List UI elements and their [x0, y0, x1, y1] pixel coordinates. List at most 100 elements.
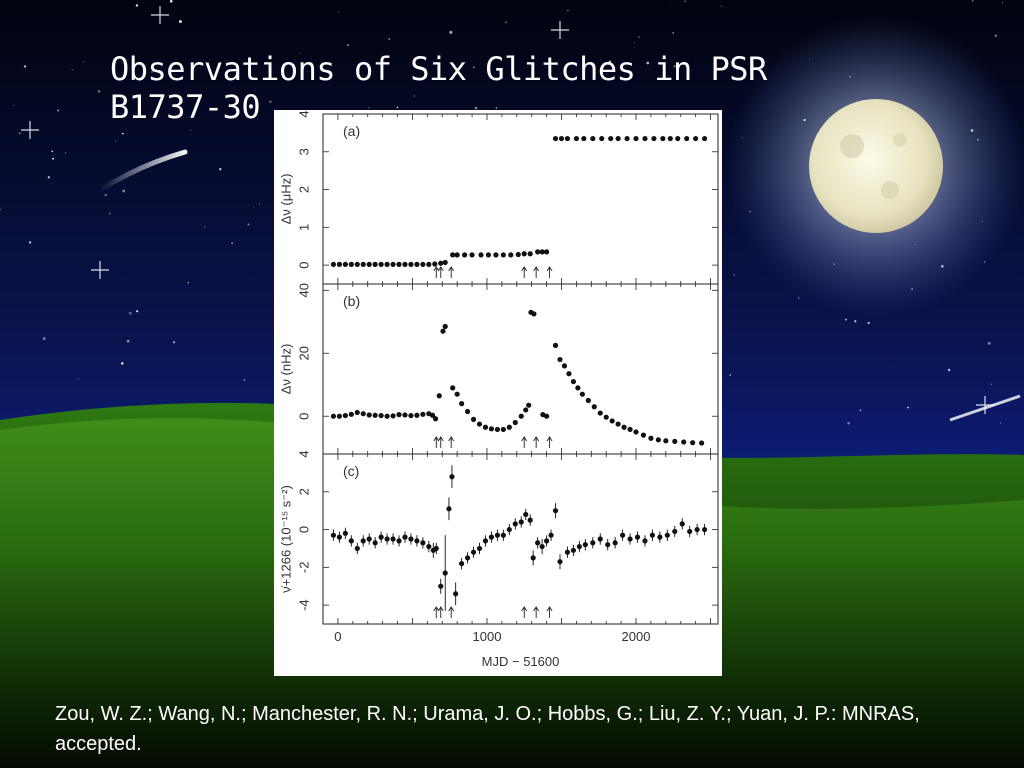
x-tick-label: 1000 [473, 629, 502, 644]
data-point [420, 540, 425, 545]
data-point [507, 425, 512, 430]
star [948, 369, 950, 371]
data-point [414, 538, 419, 543]
data-point [681, 439, 686, 444]
data-point [455, 252, 460, 257]
data-point [695, 527, 700, 532]
data-point [361, 538, 366, 543]
star [721, 6, 722, 7]
y-tick-label: 1 [297, 224, 312, 231]
data-point [471, 417, 476, 422]
data-point [414, 262, 419, 267]
y-tick-label: 0 [297, 261, 312, 268]
star [136, 310, 138, 312]
data-point [483, 425, 488, 430]
data-point [432, 261, 437, 266]
star [247, 223, 249, 225]
data-point [355, 546, 360, 551]
data-point [577, 544, 582, 549]
data-point [516, 252, 521, 257]
data-point [650, 533, 655, 538]
data-point [544, 249, 549, 254]
data-point [390, 262, 395, 267]
star [638, 36, 640, 38]
data-point [624, 136, 629, 141]
data-point [495, 533, 500, 538]
data-point [548, 533, 553, 538]
star [988, 342, 991, 345]
data-point [528, 251, 533, 256]
data-point [337, 262, 342, 267]
data-point [528, 518, 533, 523]
data-point [446, 506, 451, 511]
data-point [702, 136, 707, 141]
data-point [566, 371, 571, 376]
data-point [489, 426, 494, 431]
data-point [635, 535, 640, 540]
data-point [396, 412, 401, 417]
star [860, 409, 862, 411]
glitch-epoch-arrow [534, 437, 539, 448]
star [972, 0, 974, 2]
star [338, 11, 339, 12]
data-point [535, 540, 540, 545]
x-tick-label: 0 [334, 629, 341, 644]
star [127, 340, 130, 343]
glitch-epoch-arrow [547, 607, 552, 618]
glitch-epoch-arrow [449, 267, 454, 278]
data-point [379, 262, 384, 267]
data-point [605, 542, 610, 547]
star [670, 3, 671, 4]
glitch-figure-svg: 01234(a)Δν (μHz)02040(b)Δν (nHz)-4-2024(… [274, 110, 722, 676]
data-point [426, 544, 431, 549]
data-point [580, 392, 585, 397]
data-point [553, 136, 558, 141]
star [188, 282, 189, 283]
data-point [367, 536, 372, 541]
star [65, 152, 66, 153]
data-point [373, 413, 378, 418]
data-point [586, 398, 591, 403]
data-point [651, 136, 656, 141]
data-point [471, 550, 476, 555]
data-point [384, 536, 389, 541]
panel-label: (b) [343, 293, 360, 309]
data-point [642, 136, 647, 141]
panel-frame [323, 284, 718, 454]
data-point [665, 533, 670, 538]
data-point [598, 536, 603, 541]
data-point [396, 262, 401, 267]
data-point [459, 401, 464, 406]
data-point [535, 249, 540, 254]
data-point [450, 385, 455, 390]
data-point [477, 546, 482, 551]
star [79, 378, 80, 379]
data-point [508, 252, 513, 257]
data-point [616, 136, 621, 141]
glitch-epoch-arrow [449, 607, 454, 618]
data-point [699, 440, 704, 445]
data-point [553, 508, 558, 513]
glitch-epoch-arrow [438, 267, 443, 278]
data-point [571, 548, 576, 553]
data-point [565, 550, 570, 555]
star [1000, 422, 1001, 423]
y-tick-label: -4 [297, 599, 312, 611]
data-point [361, 262, 366, 267]
star [219, 168, 221, 170]
data-point [633, 136, 638, 141]
data-point [462, 252, 467, 257]
star [170, 0, 173, 3]
data-point [486, 252, 491, 257]
glitch-epoch-arrow [522, 437, 527, 448]
data-point [349, 262, 354, 267]
star [685, 1, 686, 2]
glitch-figure: 0 1 2 3 4 (a) Δν (μHz) 0 20 40 (b) Δν (nHz) -4 -2 0 2 4(… [274, 110, 722, 676]
citation-caption: Zou, W. Z.; Wang, N.; Manchester, R. N.;… [55, 699, 985, 759]
y-tick-label: 0 [297, 413, 312, 420]
y-tick-label: 0 [297, 526, 312, 533]
data-point [540, 544, 545, 549]
star [845, 319, 847, 321]
star [868, 322, 870, 324]
